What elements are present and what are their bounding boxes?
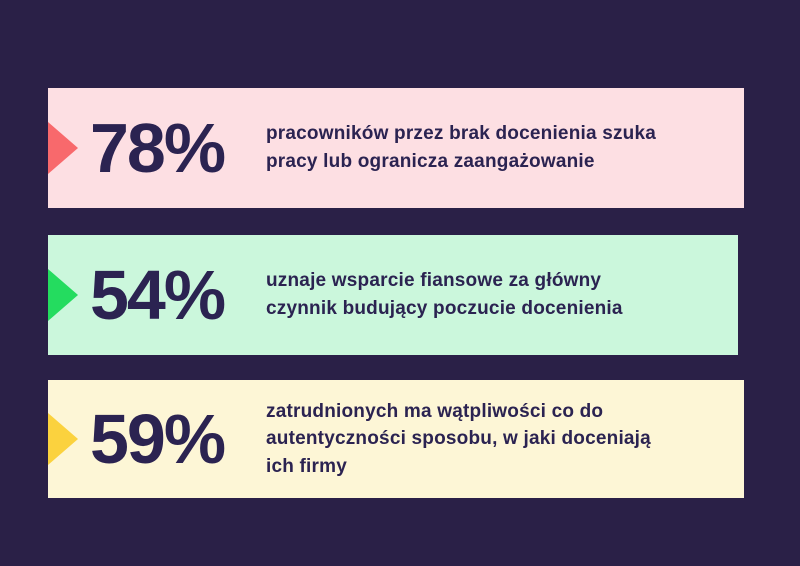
stat-description: pracowników przez brak docenienia szuka … [266,123,657,172]
stat-value: 78% [90,109,226,187]
stat-bar-54: 54% uznaje wsparcie fiansowe za główny c… [48,235,738,355]
arrow-right-icon [48,122,78,174]
arrow-right-icon [48,413,78,465]
stat-description: uznaje wsparcie fiansowe za główny czynn… [266,270,623,319]
stat-bar-78: 78% pracowników przez brak docenienia sz… [48,88,744,208]
stat-description: zatrudnionych ma wątpliwości co do auten… [266,400,651,477]
stat-value: 59% [90,400,226,478]
stat-bar-59: 59% zatrudnionych ma wątpliwości co do a… [48,380,744,498]
stat-value: 54% [90,256,226,334]
arrow-right-icon [48,269,78,321]
